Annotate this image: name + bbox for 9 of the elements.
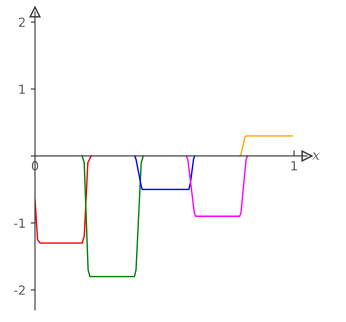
y-tick-label: -2	[14, 285, 25, 295]
line-series	[81, 155, 144, 278]
line-series	[238, 135, 293, 157]
y-tick-label: -1	[14, 218, 25, 228]
y-tick-label: 2	[18, 18, 25, 27]
line-series	[186, 155, 248, 217]
x-axis-title: x	[312, 152, 320, 160]
line-series	[134, 155, 196, 190]
y-tick-label: 1	[19, 84, 25, 94]
